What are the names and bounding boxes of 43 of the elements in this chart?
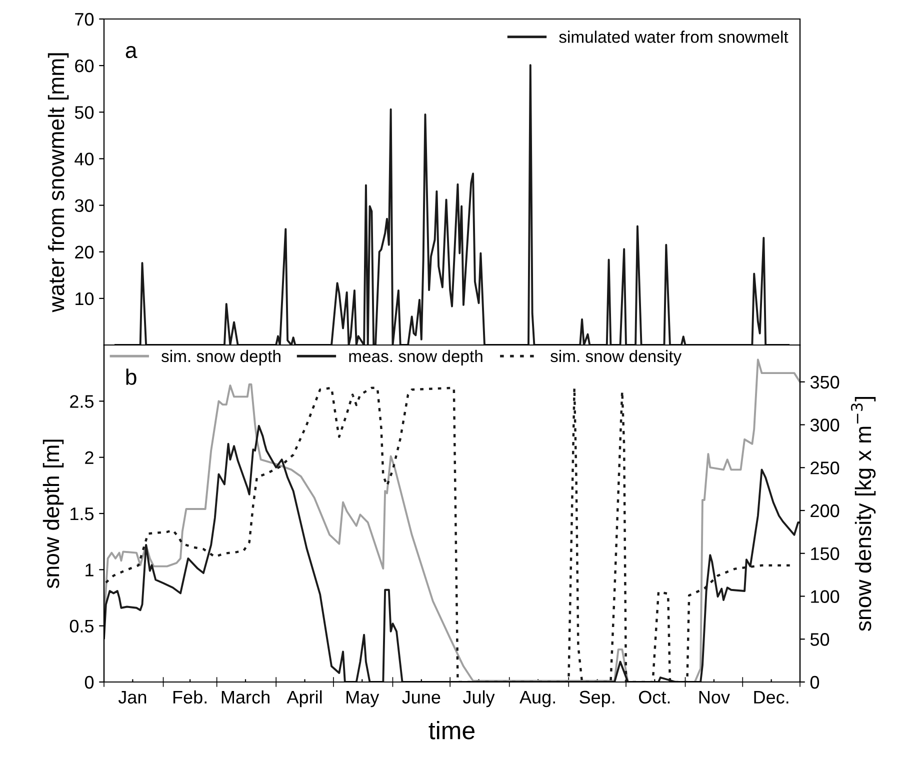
x-tick-label: March [222, 690, 270, 704]
x-tick-label: Oct. [638, 690, 670, 704]
y-tick-label: 1 [86, 564, 94, 576]
y2-tick-label: 150 [811, 547, 840, 560]
y-axis-title: water from snowmelt [mm] [48, 53, 69, 312]
annotation: b [126, 368, 136, 385]
y2-tick-label: 50 [810, 633, 830, 646]
legend-label: meas. snow depth [349, 350, 482, 366]
y-tick-label: 2 [85, 451, 94, 464]
x-tick-label: Dec. [754, 690, 788, 704]
y-axis-title: snow depth [m] [42, 440, 64, 588]
legend-label: simulated water from snowmelt [559, 30, 788, 43]
legend-label: sim. snow depth [162, 350, 280, 366]
y-tick-label: 50 [74, 106, 94, 119]
y-tick-label: 10 [76, 292, 94, 306]
y2-tick-label: 350 [810, 376, 840, 389]
x-axis-title: time [428, 721, 475, 740]
y-tick-label: 0.5 [70, 620, 94, 633]
x-tick-label: Aug. [520, 690, 555, 708]
x-tick-label: Nov [699, 690, 730, 704]
y2-tick-label: 250 [810, 462, 840, 474]
y-tick-label: 2.5 [70, 395, 94, 408]
x-tick-label: April [286, 690, 322, 708]
legend-label: sim. snow density [550, 350, 682, 366]
y-tick-label: 0 [84, 676, 94, 689]
y2-axis-title: snow density [kg x m$^{−3}$] [850, 397, 876, 631]
y2-tick-label: 0 [810, 676, 820, 689]
y-tick-label: 60 [75, 60, 94, 72]
x-tick-label: July [462, 690, 495, 708]
y-tick-label: 1.5 [70, 508, 94, 520]
y2-tick-label: 300 [810, 418, 840, 432]
annotation: a [126, 46, 138, 58]
y2-tick-label: 200 [810, 504, 840, 518]
x-tick-label: Feb. [173, 690, 206, 704]
x-tick-label: Jan [118, 690, 146, 704]
y-tick-label: 30 [74, 199, 94, 212]
x-tick-label: June [402, 690, 440, 704]
y-tick-label: 40 [74, 152, 94, 166]
y2-tick-label: 100 [811, 590, 840, 603]
x-tick-label: Sep. [580, 690, 614, 708]
y-tick-label: 70 [75, 12, 94, 26]
y-tick-label: 20 [75, 246, 94, 259]
x-tick-label: May [346, 690, 380, 708]
